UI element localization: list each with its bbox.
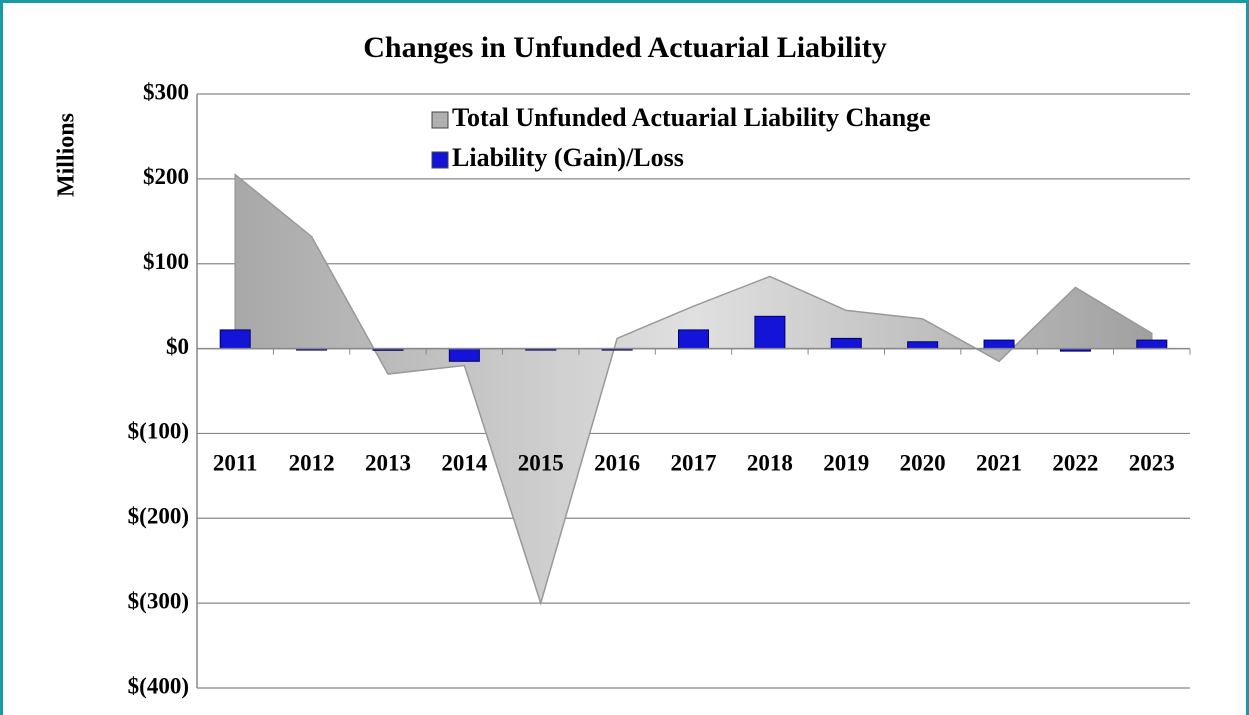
- y-tick-label: $300: [143, 79, 189, 104]
- x-tick-label: 2014: [441, 450, 488, 475]
- x-tick-label: 2018: [747, 450, 793, 475]
- area: [234, 173, 1153, 606]
- legend-label: Total Unfunded Actuarial Liability Chang…: [452, 103, 931, 132]
- x-tick-label: 2022: [1052, 450, 1098, 475]
- y-tick-label: $(100): [128, 419, 189, 444]
- bar: [678, 329, 709, 350]
- y-tick-label: $200: [143, 164, 189, 189]
- y-tick-label: $0: [166, 334, 189, 359]
- y-axis-label: Millions: [54, 113, 80, 197]
- x-tick-label: 2021: [976, 450, 1022, 475]
- chart-title: Changes in Unfunded Actuarial Liability: [363, 31, 886, 64]
- legend-label: Liability (Gain)/Loss: [452, 143, 684, 172]
- x-tick-label: 2011: [213, 450, 258, 475]
- bar: [1136, 339, 1168, 350]
- x-tick-label: 2020: [900, 450, 946, 475]
- bar: [830, 337, 862, 350]
- x-tick-label: 2017: [671, 450, 717, 475]
- y-tick-label: $(200): [128, 504, 189, 529]
- y-tick-label: $100: [143, 249, 189, 274]
- bar: [448, 348, 480, 362]
- legend-swatch: [431, 111, 449, 129]
- y-tick-label: $(400): [128, 673, 189, 698]
- x-tick-label: 2013: [365, 450, 411, 475]
- x-tick-label: 2012: [289, 450, 335, 475]
- legend-swatch: [431, 151, 449, 169]
- bar: [219, 329, 251, 350]
- x-tick-label: 2019: [823, 450, 869, 475]
- bar: [754, 315, 786, 350]
- y-tick-label: $(300): [128, 588, 189, 613]
- bar: [983, 339, 1015, 350]
- x-tick-label: 2016: [594, 450, 640, 475]
- bar: [907, 341, 939, 350]
- x-tick-label: 2023: [1129, 450, 1175, 475]
- x-tick-label: 2015: [518, 450, 564, 475]
